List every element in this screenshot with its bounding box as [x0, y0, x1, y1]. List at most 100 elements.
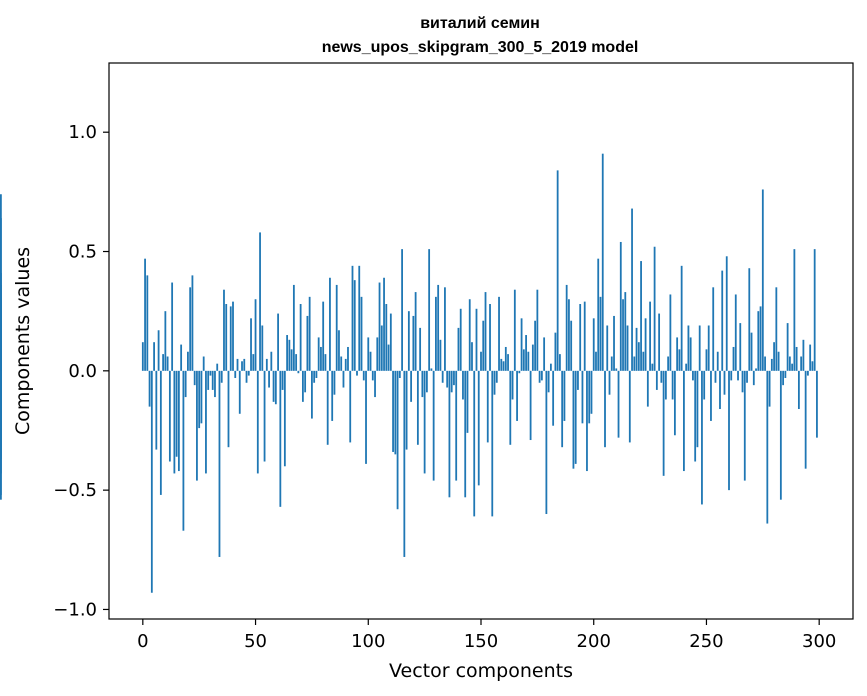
bar — [516, 370, 518, 421]
bar — [444, 287, 446, 371]
bar — [356, 370, 358, 376]
bar — [423, 370, 426, 474]
bar — [187, 351, 189, 371]
bar — [229, 306, 232, 371]
bar — [604, 370, 606, 448]
bar — [369, 351, 372, 371]
bar — [0, 349, 2, 371]
bar — [667, 356, 670, 371]
bar — [570, 320, 573, 371]
bar — [322, 301, 325, 371]
bar — [761, 189, 764, 371]
bar — [419, 327, 422, 371]
bar — [777, 351, 780, 371]
bar — [380, 325, 383, 371]
bar — [631, 208, 633, 371]
bar — [207, 370, 210, 390]
bar — [335, 284, 338, 371]
x-tick-label: 250 — [689, 631, 723, 652]
bar — [543, 337, 546, 371]
bar — [146, 275, 149, 371]
bar — [547, 370, 550, 393]
bar — [0, 218, 2, 371]
bar — [385, 304, 388, 371]
bar — [619, 241, 622, 371]
bar — [590, 370, 593, 414]
bar — [628, 370, 631, 443]
bar — [396, 370, 399, 510]
y-axis-ticks: −1.0 −0.5 0.0 0.5 1.0 — [53, 122, 109, 620]
bar — [520, 318, 523, 371]
bar — [437, 284, 440, 371]
bar — [748, 268, 751, 371]
bar — [816, 370, 818, 438]
bar — [326, 370, 329, 445]
bar — [473, 370, 476, 517]
bar — [180, 344, 183, 371]
bar — [529, 370, 532, 441]
bar — [707, 325, 710, 371]
bar — [694, 370, 697, 462]
bar — [162, 354, 165, 371]
bar — [439, 339, 442, 371]
bar — [581, 370, 584, 424]
bar — [329, 277, 331, 371]
bar — [475, 308, 478, 371]
bar — [608, 370, 611, 395]
bar — [347, 346, 349, 371]
bar — [559, 354, 561, 371]
bar — [500, 358, 503, 371]
x-tick-label: 200 — [577, 631, 611, 652]
bar — [802, 339, 805, 371]
bar — [568, 299, 570, 371]
bar — [660, 370, 663, 383]
bar — [216, 363, 219, 371]
bar — [313, 370, 316, 383]
bar — [202, 356, 205, 371]
bar — [141, 342, 144, 371]
x-tick-label: 50 — [244, 631, 267, 652]
bar — [311, 370, 313, 419]
bar — [448, 370, 451, 498]
chart-title-line2: news_upos_skipgram_300_5_2019 model — [322, 39, 639, 56]
bar — [577, 370, 579, 390]
bar — [649, 301, 651, 371]
y-tick-label: 1.0 — [68, 122, 97, 143]
bar — [268, 370, 270, 388]
bar — [320, 346, 322, 371]
bar — [234, 370, 237, 378]
x-axis-label: Vector components — [389, 660, 573, 682]
bar — [324, 354, 327, 371]
bar — [721, 270, 724, 371]
bar — [304, 370, 307, 393]
bar — [486, 370, 489, 443]
bar — [446, 370, 449, 388]
bar — [554, 332, 557, 371]
bar — [383, 277, 385, 371]
bar — [196, 370, 198, 481]
bar — [734, 294, 737, 371]
bar — [624, 292, 627, 371]
bar — [153, 342, 155, 371]
bar — [241, 361, 243, 371]
bar — [525, 335, 527, 371]
bar — [471, 342, 473, 371]
bar — [606, 325, 609, 371]
bar — [367, 337, 370, 371]
bar — [340, 356, 343, 371]
bar — [518, 370, 521, 374]
bar — [252, 354, 255, 371]
bar — [398, 370, 401, 378]
bar — [712, 287, 715, 371]
bar — [464, 370, 467, 498]
bar — [365, 370, 367, 464]
bar — [274, 370, 277, 405]
bar — [281, 370, 284, 390]
bar — [407, 311, 410, 371]
bar — [243, 358, 246, 371]
bar — [220, 370, 223, 383]
bar — [669, 294, 672, 371]
bar — [775, 287, 778, 371]
